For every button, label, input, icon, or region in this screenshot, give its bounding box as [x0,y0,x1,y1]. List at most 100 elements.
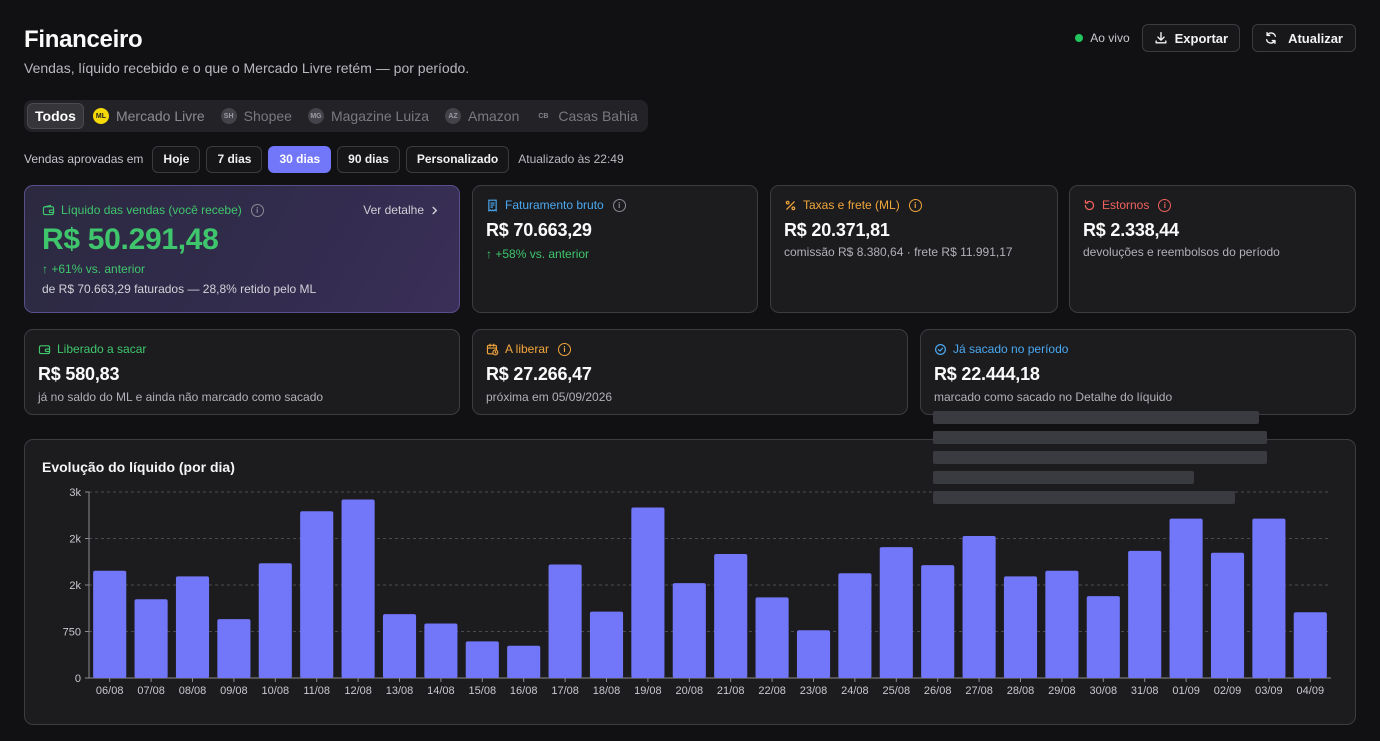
taxas-card-header: Taxas e frete (ML) i [784,198,922,212]
tab-label: Amazon [468,108,520,124]
x-tick-label: 17/08 [551,685,579,697]
tab-mercado-livre[interactable]: ML Mercado Livre [86,103,212,129]
bar [1210,552,1245,678]
refresh-icon [1266,32,1277,44]
x-tick-label: 12/08 [344,685,372,697]
bar [1003,576,1038,678]
faturamento-delta: ↑ +58% vs. anterior [486,247,590,261]
bar [1128,550,1162,678]
x-tick-label: 29/08 [1048,685,1076,697]
refresh-label: Atualizar [1288,30,1343,46]
a-liberar-card-title: A liberar [505,342,550,356]
taxas-value: R$ 20.371,81 [784,220,890,240]
x-tick-label: 04/09 [1297,685,1325,697]
info-icon[interactable]: i [612,198,626,212]
tab-todos[interactable]: Todos [27,103,84,129]
y-tick-label: 2k [69,580,81,592]
x-tick-label: 01/09 [1172,685,1200,697]
liberado-card: Liberado a sacar R$ 580,83 já no saldo d… [24,329,460,415]
wallet-icon [38,344,51,354]
magazine-luiza-logo-icon: MG [307,108,324,124]
x-tick-label: 28/08 [1007,685,1035,697]
a-liberar-desc: próxima em 05/09/2026 [486,390,613,404]
export-button[interactable]: Exportar [1141,24,1241,52]
liquido-card-title: Líquido das vendas (você recebe) [61,203,242,217]
live-dot-icon [1075,34,1084,42]
period-personalizado-button[interactable]: Personalizado [405,145,510,173]
bar [631,507,665,678]
estornos-value: R$ 2.338,44 [1083,220,1179,240]
bar [796,630,831,678]
download-icon [1155,32,1167,44]
tab-label: Shopee [243,108,292,124]
period-7-dias-button[interactable]: 7 dias [206,145,263,173]
bar [714,554,748,678]
ja-sacado-value: R$ 22.444,18 [934,364,1040,384]
liquido-value: R$ 50.291,48 [42,223,219,256]
updated-time: Atualizado às 22:49 [518,152,624,166]
ver-detalhe-link[interactable]: Ver detalhe [363,203,439,217]
x-tick-label: 26/08 [924,685,952,697]
ver-detalhe-label: Ver detalhe [363,203,424,217]
liquido-delta: ↑ +61% vs. anterior [42,262,146,276]
bar [93,570,127,678]
x-tick-label: 08/08 [179,685,207,697]
bar [465,641,499,678]
bar [382,614,417,678]
tab-amazon[interactable]: AZ Amazon [438,103,526,129]
liberado-desc: já no saldo do ML e ainda não marcado co… [38,390,324,404]
period-label: Vendas aprovadas em [24,152,144,166]
refresh-button[interactable]: Atualizar [1252,24,1356,52]
tab-casas-bahia[interactable]: CB Casas Bahia [528,103,644,129]
bar [1252,518,1286,678]
x-tick-label: 30/08 [1090,685,1118,697]
x-tick-label: 27/08 [965,685,993,697]
chart-title: Evolução do líquido (por dia) [42,459,235,475]
x-tick-label: 10/08 [262,685,290,697]
marketplace-tabs: Todos ML Mercado Livre SH Shopee MG Maga… [24,100,648,132]
bar [341,499,375,678]
x-tick-label: 31/08 [1131,685,1159,697]
liquido-card-header: Líquido das vendas (você recebe) i [42,203,264,217]
x-tick-label: 14/08 [427,685,455,697]
x-tick-label: 15/08 [469,685,497,697]
loading-skeleton-line [933,451,1267,464]
info-icon[interactable]: i [908,198,922,212]
x-tick-label: 18/08 [593,685,621,697]
bar [424,623,458,678]
bar [838,573,872,678]
period-30-dias-button[interactable]: 30 dias [268,145,332,173]
tab-shopee[interactable]: SH Shopee [214,103,299,129]
y-tick-label: 750 [63,627,81,639]
info-icon[interactable]: i [250,203,264,217]
bar [879,547,913,678]
bar [1293,612,1327,678]
info-icon[interactable]: i [1158,198,1172,212]
percent-icon [785,200,796,210]
bar [1169,518,1203,678]
bar [507,645,541,678]
tab-label: Casas Bahia [558,108,638,124]
check-circle-icon [935,343,946,355]
x-tick-label: 22/08 [758,685,786,697]
amazon-logo-icon: AZ [445,108,462,124]
period-hoje-button[interactable]: Hoje [152,145,201,173]
x-tick-label: 06/08 [96,685,124,697]
bar [962,536,996,678]
wallet-icon [42,204,55,215]
ja-sacado-card: Já sacado no período R$ 22.444,18 marcad… [920,329,1356,415]
period-90-dias-button[interactable]: 90 dias [337,145,400,173]
loading-skeleton-line [933,411,1259,424]
calendar-clock-icon [486,343,499,355]
info-icon[interactable]: i [558,342,572,356]
tab-label: Todos [35,108,76,124]
x-tick-label: 13/08 [386,685,414,697]
mercado-livre-logo-icon: ML [92,108,109,124]
liberado-value: R$ 580,83 [38,364,120,384]
tab-magazine-luiza[interactable]: MG Magazine Luiza [301,103,436,129]
bar [300,511,334,678]
page-title: Financeiro [24,26,143,53]
estornos-card-header: Estornos i [1083,198,1172,212]
a-liberar-card-header: A liberar i [486,342,572,356]
